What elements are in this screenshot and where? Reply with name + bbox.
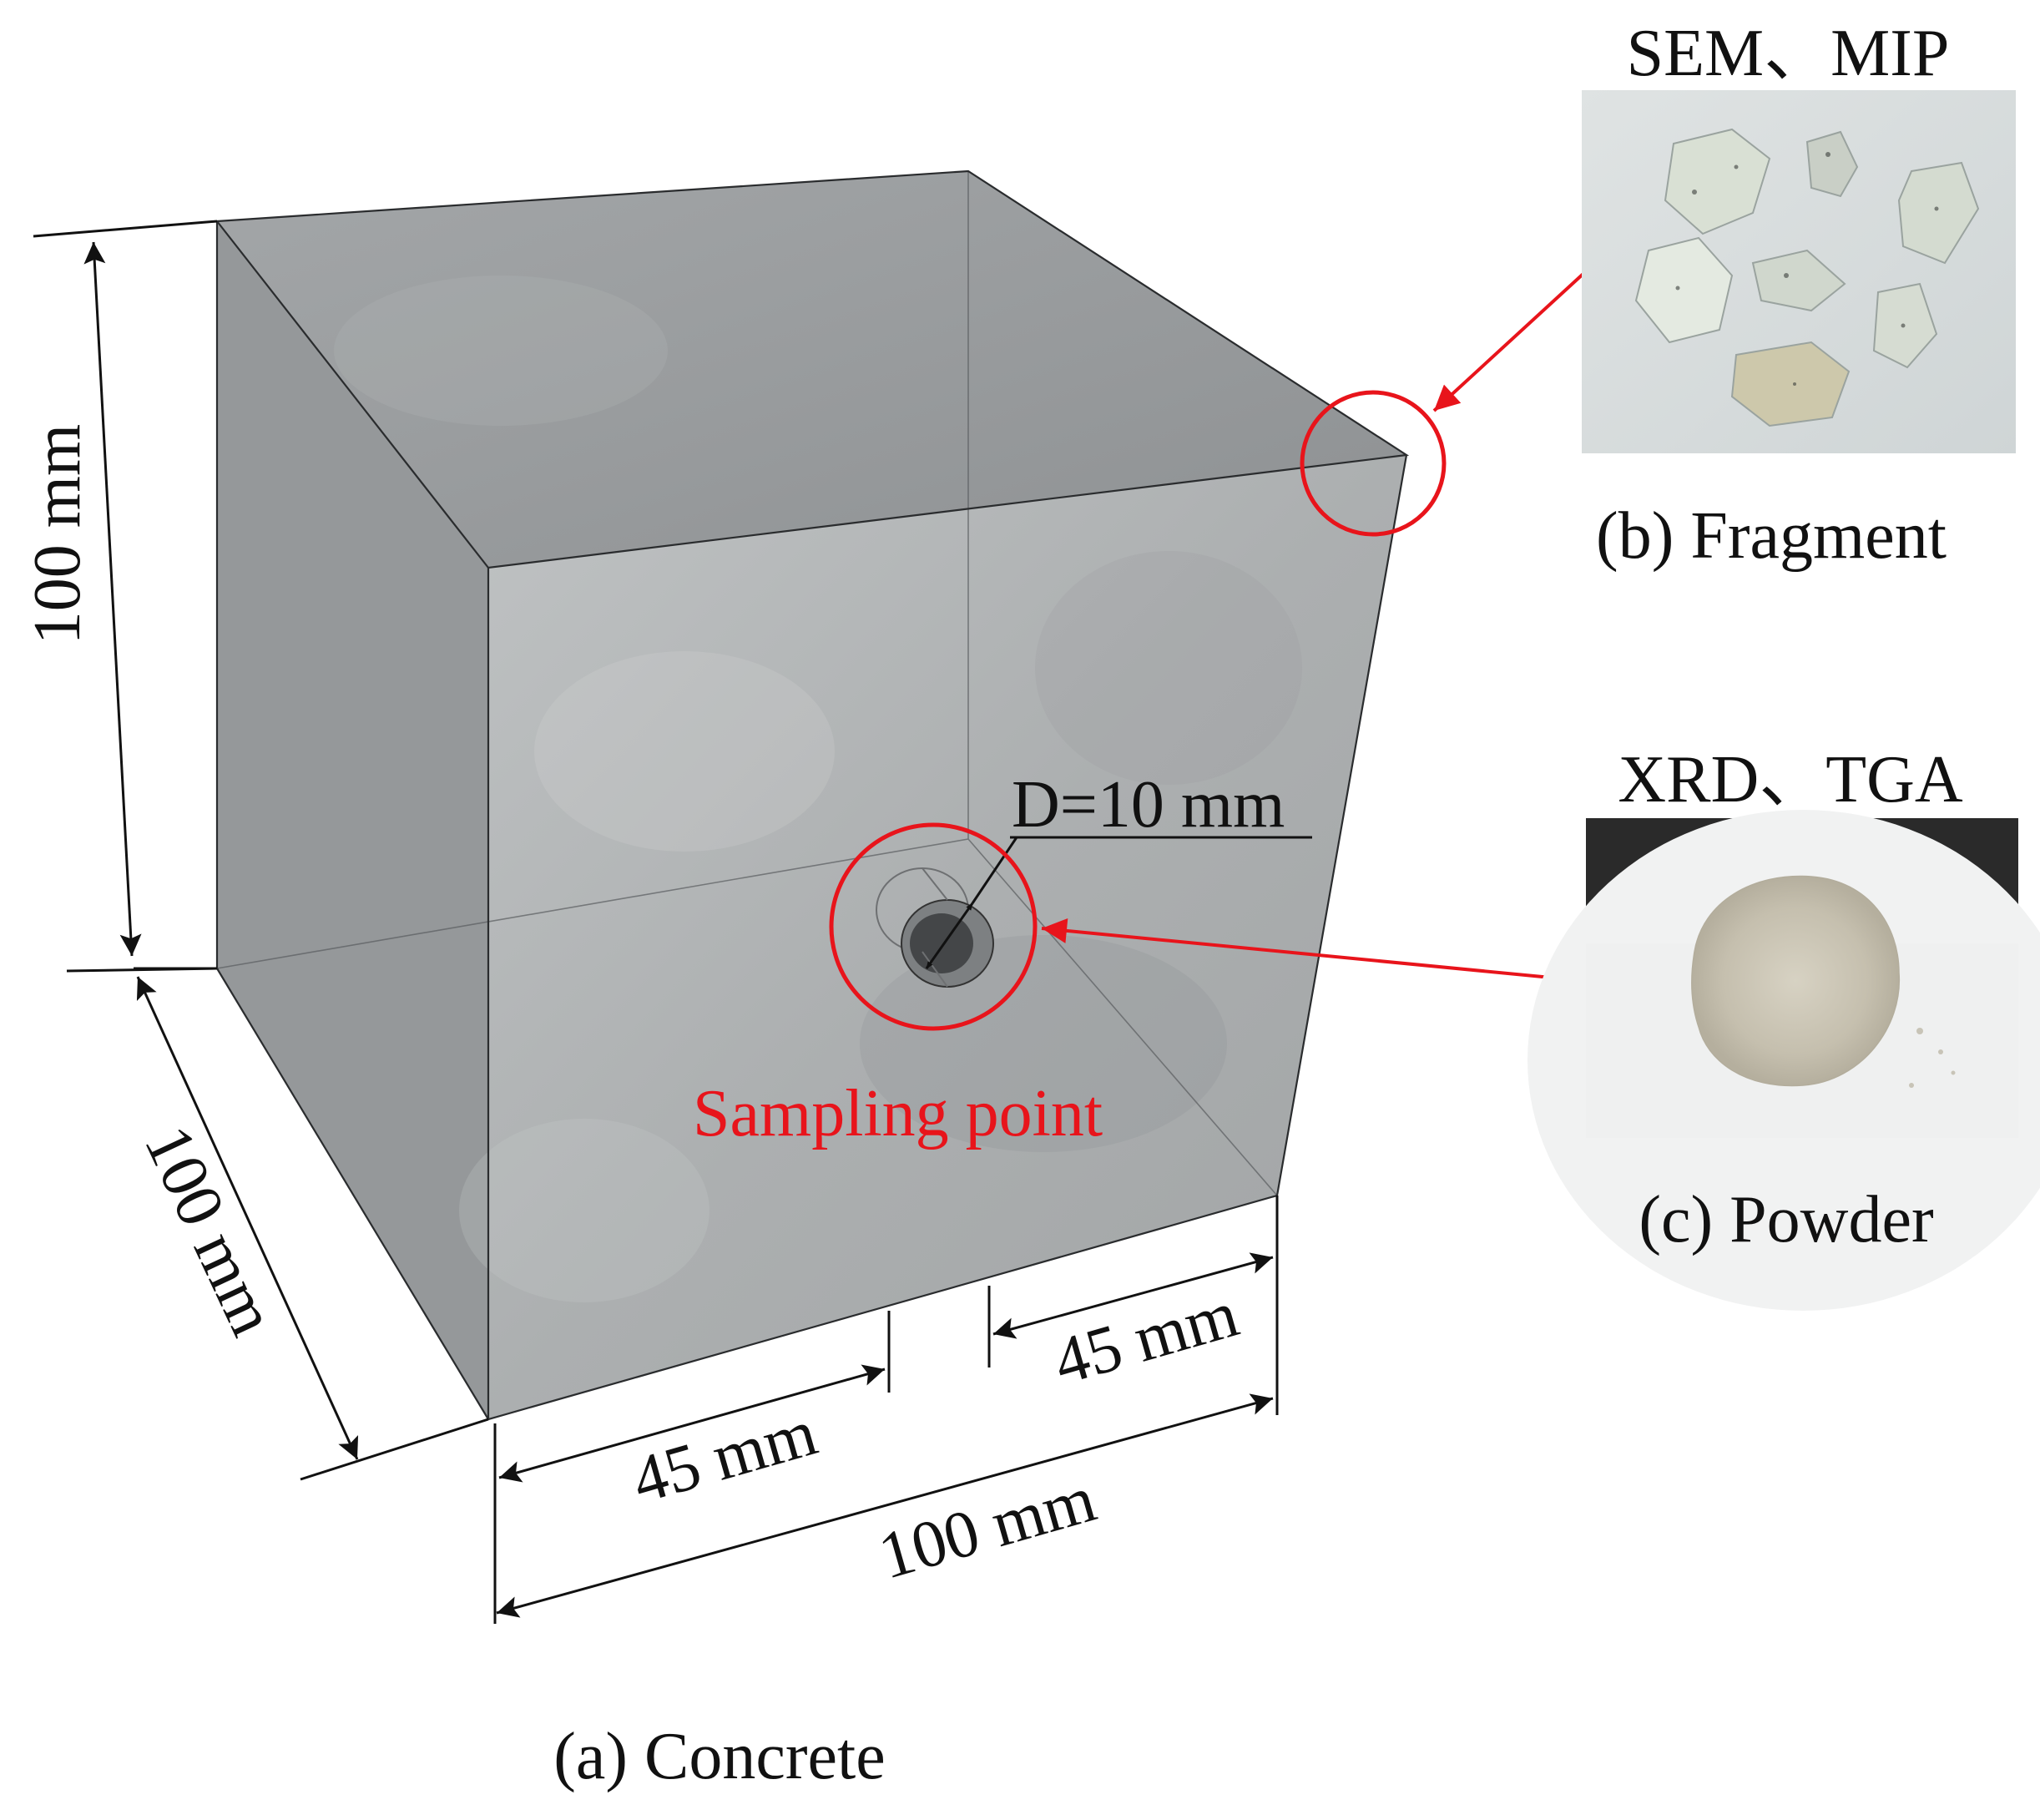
dim-width-label: 100 mm	[871, 1462, 1103, 1593]
fragment-photo	[1582, 90, 2016, 453]
diameter-label: D=10 mm	[1012, 768, 1285, 842]
fragment-tests-label: SEM、MIP	[1627, 17, 1950, 90]
dim-right-offset-label: 45 mm	[1046, 1277, 1246, 1399]
caption-concrete: (a) Concrete	[553, 1720, 886, 1793]
diameter-annotation: D=10 mm	[925, 768, 1312, 969]
fragment-panel: SEM、MIP (b) Fragment	[1582, 17, 2016, 573]
concrete-texture	[334, 276, 1302, 1302]
fragment-source-marker	[1300, 390, 1447, 537]
sampling-point-marker: Sampling point	[693, 822, 1103, 1150]
powder-tests-label: XRD、TGA	[1618, 743, 1963, 816]
dim-right-offset: 45 mm	[987, 1252, 1274, 1399]
fragment-arrow	[1432, 270, 1588, 412]
dim-depth-label: 100 mm	[130, 1115, 290, 1347]
powder-panel: XRD、TGA (c) Powder	[1527, 743, 2040, 1311]
cube-top-face	[217, 171, 1406, 568]
powder-photo	[1527, 810, 2040, 1311]
concrete-cube	[215, 169, 1410, 1421]
dim-height: 100 mm	[21, 220, 218, 973]
dim-height-label: 100 mm	[21, 424, 94, 645]
caption-fragment: (b) Fragment	[1596, 499, 1947, 573]
caption-powder: (c) Powder	[1639, 1183, 1933, 1256]
powder-arrow	[1041, 918, 1587, 983]
sampling-point-label: Sampling point	[693, 1077, 1103, 1150]
cube-left-face	[217, 221, 488, 1419]
